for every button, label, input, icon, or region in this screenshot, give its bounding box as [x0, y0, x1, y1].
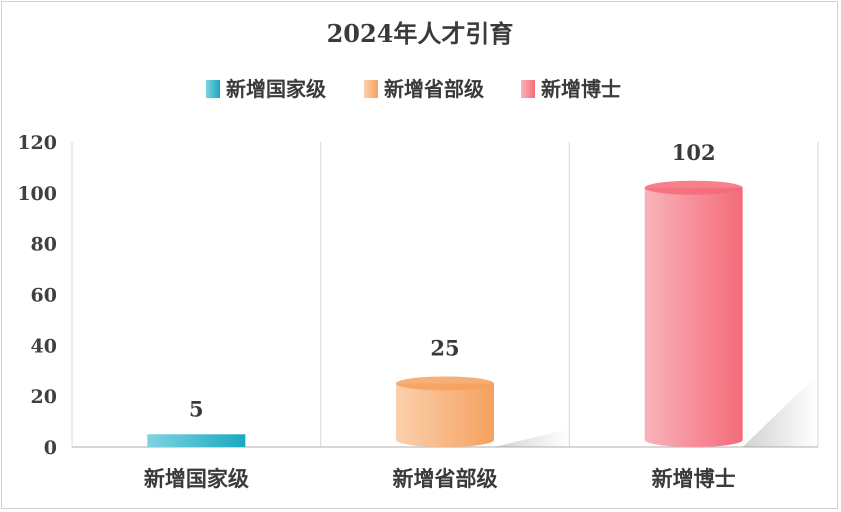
bar-新增博士	[644, 180, 743, 448]
legend-item: 新增国家级	[206, 77, 326, 101]
bars: 5 25 102	[147, 140, 818, 448]
y-tick-label: 60	[31, 285, 57, 307]
x-tick-label: 新增省部级	[393, 466, 498, 491]
bar-新增国家级	[147, 434, 246, 447]
bar-top	[396, 376, 494, 391]
legend-swatch	[206, 80, 220, 98]
legend-item: 新增省部级	[364, 77, 484, 101]
legend-label: 新增国家级	[226, 77, 326, 101]
legend-label: 新增省部级	[384, 77, 484, 101]
legend-label: 新增博士	[541, 77, 621, 101]
x-axis: 新增国家级 新增省部级 新增博士	[144, 466, 736, 491]
bar-top	[644, 180, 743, 195]
y-axis: 0 20 40 60 80 100 120	[17, 132, 57, 459]
data-label: 25	[430, 335, 459, 360]
data-label: 5	[189, 396, 204, 421]
y-tick-label: 120	[17, 132, 57, 154]
bar-新增省部级	[396, 376, 494, 447]
y-tick-label: 100	[17, 183, 57, 205]
legend-swatch	[364, 80, 378, 98]
y-tick-label: 40	[31, 335, 57, 357]
legend-swatch	[521, 80, 535, 98]
legend-item: 新增博士	[521, 77, 621, 101]
bar-shadow	[494, 429, 569, 447]
bar-body	[644, 187, 743, 448]
y-tick-label: 20	[31, 386, 57, 408]
bar-shadow	[742, 374, 818, 447]
data-label: 102	[672, 140, 716, 165]
bar-body	[147, 434, 246, 447]
x-tick-label: 新增博士	[652, 466, 736, 491]
y-tick-label: 80	[31, 234, 57, 256]
bar-body	[396, 383, 494, 447]
x-tick-label: 新增国家级	[144, 466, 249, 491]
legend: 新增国家级 新增省部级 新增博士	[206, 77, 621, 101]
y-tick-label: 0	[44, 437, 57, 459]
chart-title: 2024年人才引育	[327, 19, 514, 48]
